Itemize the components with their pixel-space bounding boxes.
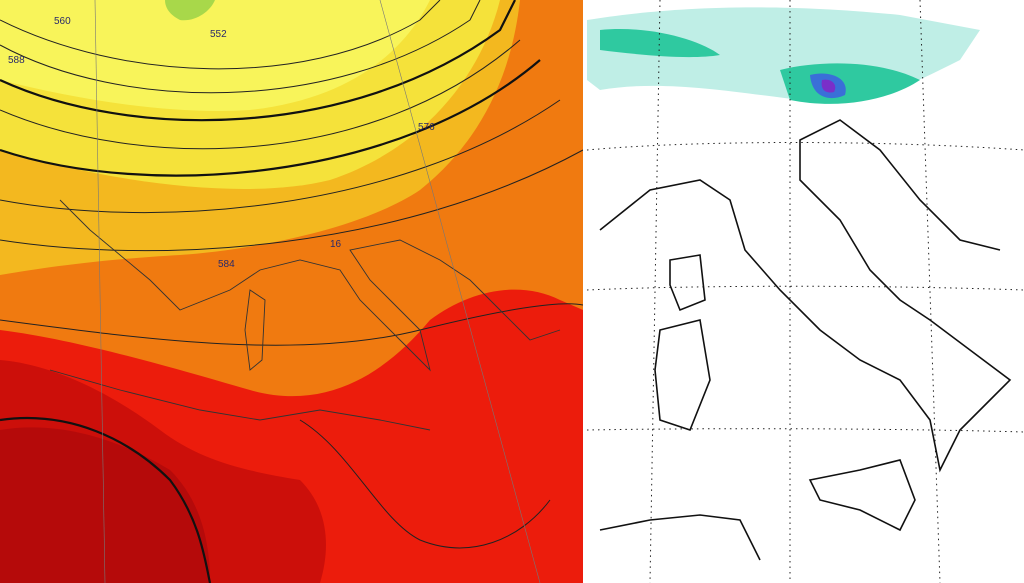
contour [0,39,521,150]
contour [299,419,551,549]
contour [0,303,584,346]
contour [0,99,561,214]
geopotential-map: 560 552 588 576 584 16 [0,0,584,583]
contour [0,59,541,177]
contour-label: 584 [218,259,235,270]
pale-yellow-zone [0,0,430,111]
contour-label: 16 [330,239,342,250]
meridian [379,0,541,583]
contour-label: 560 [54,16,71,27]
graticule [586,0,1024,583]
contour-label: 588 [8,55,25,66]
contour-label: 576 [418,122,435,133]
contour [0,0,516,122]
precip-extreme [821,79,836,93]
meridian [94,0,106,583]
darkest-red-zone [0,427,210,583]
contour [0,0,481,94]
coastline [49,199,561,431]
contour [0,149,584,252]
coastline [599,119,1012,561]
contour-label: 552 [210,29,227,40]
contour [0,0,441,70]
divider [583,0,587,583]
contour [0,416,212,583]
precipitation-map [586,0,1024,583]
green-zone [165,0,215,21]
